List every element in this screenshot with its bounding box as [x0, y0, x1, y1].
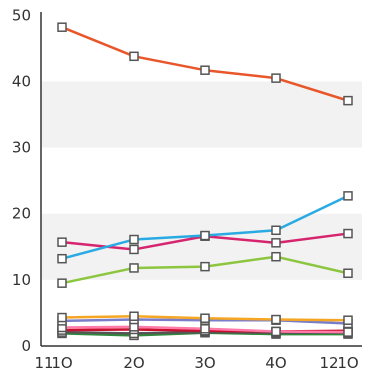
- data-point-marker: [271, 238, 281, 248]
- data-point-marker: [129, 311, 139, 321]
- data-point-marker: [129, 244, 139, 255]
- data-point-marker: [57, 312, 67, 323]
- data-point-marker: [200, 261, 210, 272]
- data-point-marker: [200, 65, 210, 75]
- data-point-marker: [57, 237, 67, 247]
- extra-tick-label: 12: [319, 354, 338, 371]
- series: [57, 22, 353, 106]
- data-point-marker: [200, 230, 210, 241]
- data-point-marker: [343, 315, 353, 325]
- y-tick-label: 20: [12, 205, 31, 223]
- x-tick-label: 2O: [123, 354, 144, 371]
- data-point-marker: [129, 263, 139, 273]
- extra-tick-label: 11: [34, 354, 53, 371]
- data-point-marker: [343, 95, 353, 106]
- data-point-marker: [271, 314, 281, 325]
- y-tick-label: 0: [21, 337, 31, 355]
- data-point-marker: [271, 73, 281, 83]
- series: [57, 311, 353, 325]
- data-point-marker: [57, 22, 67, 32]
- data-point-marker: [200, 313, 210, 323]
- data-point-marker: [271, 326, 281, 337]
- series: [57, 191, 353, 264]
- data-point-marker: [129, 234, 139, 245]
- data-point-marker: [271, 225, 281, 236]
- data-point-marker: [343, 268, 353, 278]
- series-lines: [57, 22, 353, 341]
- data-point-marker: [129, 51, 139, 62]
- x-tick-label: 1O: [51, 354, 72, 371]
- series: [57, 251, 353, 288]
- data-point-marker: [57, 253, 67, 264]
- data-point-marker: [57, 278, 67, 288]
- data-point-marker: [200, 324, 210, 334]
- y-tick-label: 30: [12, 139, 31, 157]
- x-tick-label: 4O: [265, 354, 286, 371]
- data-point-marker: [271, 251, 281, 262]
- grid-bands: [42, 81, 362, 280]
- data-point-marker: [343, 228, 353, 239]
- data-point-marker: [343, 327, 353, 337]
- grid-band: [42, 81, 362, 148]
- y-tick-label: 50: [12, 6, 31, 24]
- y-tick-label: 10: [12, 271, 31, 289]
- data-point-marker: [343, 191, 353, 201]
- y-tick-labels: 0 10 20 30 40 50: [12, 6, 31, 355]
- y-tick-label: 40: [12, 72, 31, 90]
- x-tick-label: 1O: [337, 354, 358, 371]
- x-tick-label: 3O: [194, 354, 215, 371]
